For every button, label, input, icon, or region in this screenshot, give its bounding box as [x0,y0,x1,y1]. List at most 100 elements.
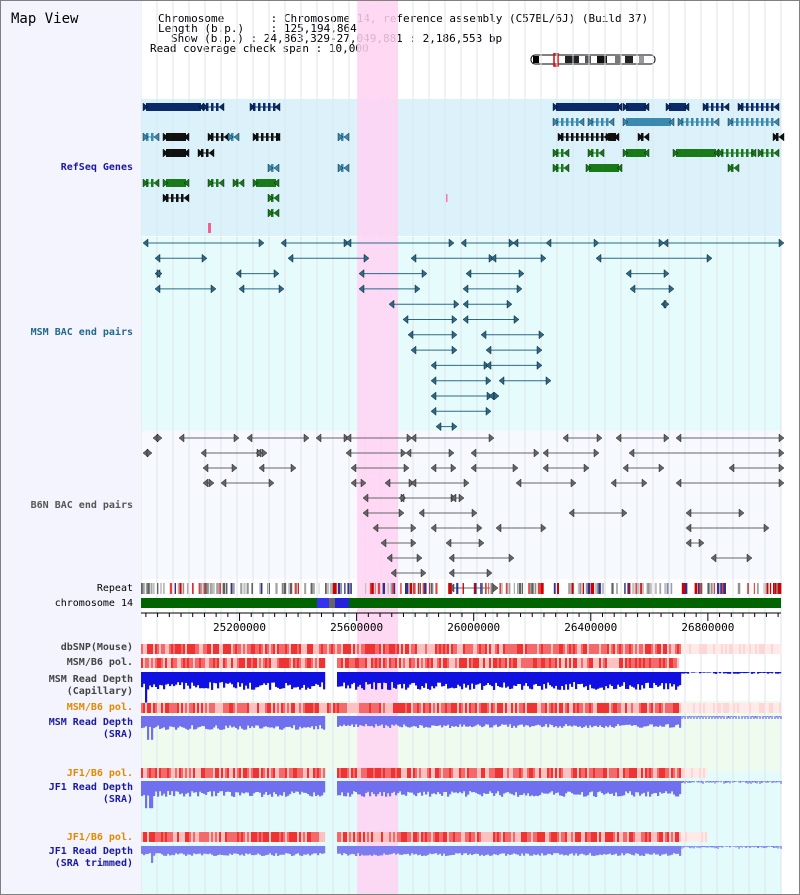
genome-browser-plot[interactable]: 25200000 25600000 26000000 26400000 26800000 [141,1,800,895]
msm-pol2-cell [525,703,528,713]
jf1-pol-cell [441,768,444,778]
msm-pol2-cell [233,703,236,713]
dbsnp-cell [695,644,698,654]
msm-depth-sra-bar [433,716,436,726]
track-label-msm-depth-sra[interactable]: MSM Read Depth [48,717,133,728]
jf1-depth-sra-bar [417,781,420,794]
jf1-pol-cell [485,768,488,778]
msm-depth-sra-bar [671,716,674,728]
msm-pol2-cell [533,703,536,713]
track-label-jf1-pol-2[interactable]: JF1/B6 pol. [66,832,133,843]
jf1-pol2-cell [585,832,588,842]
msm-depth-sra-bar [744,716,746,719]
msm-pol2-cell [247,703,250,713]
jf1-depth-sra-bar [409,781,412,793]
jf1-pol-cell [163,768,166,778]
chromosome-ideogram[interactable] [529,53,659,67]
dbsnp-cell [529,644,532,654]
dbsnp-cell [277,644,280,654]
gene-arrow [552,148,559,158]
track-label-msm-b6-pol-1[interactable]: MSM/B6 pol. [66,657,133,668]
msm-depth-capillary-bar [779,672,782,674]
repeat-element [432,583,434,594]
jf1-depth-trim-bar [619,846,622,856]
jf1-depth-sra-bar [441,781,444,796]
msm-pol-cell [645,658,648,668]
jf1-depth-sra-bar [675,781,678,797]
msm-pol-cell [559,658,562,668]
jf1-depth-trim-bar [233,846,236,854]
jf1-depth-sra-bar [509,781,512,794]
jf1-depth-trim-bar [393,846,396,854]
jf1-pol-cell [427,768,430,778]
jf1-depth-sra-bar [547,781,550,794]
msm-depth-capillary-bar [315,672,318,684]
jf1-depth-trim-bar [505,846,508,856]
dbsnp-cell [607,644,610,654]
msm-depth-capillary-bar [501,672,504,688]
repeat-element [585,583,587,594]
jf1-depth-trim-bar [477,846,480,854]
track-label-refseq[interactable]: RefSeq Genes [60,162,133,173]
jf1-pol-cell [549,768,552,778]
repeat-element [485,583,487,594]
bac-end-left [235,269,242,279]
jf1-pol-cell [271,768,274,778]
jf1-pol2-cell [705,832,708,842]
gene-arrow [772,132,779,142]
msm-pol2-cell [391,703,394,713]
jf1-depth-sra-bar [597,781,600,793]
gene-exon [596,133,599,141]
msm-depth-sra-bar [165,716,168,730]
track-label-jf1-depth-sra[interactable]: JF1 Read Depth [48,782,133,793]
bac-end-right [406,433,413,443]
gene-exon [626,103,646,111]
repeat-element [281,583,283,594]
track-label-repeat[interactable]: Repeat [96,583,133,594]
msm-pol2-cell [561,703,564,713]
dbsnp-cell [481,644,484,654]
jf1-depth-trim-bar [383,846,386,854]
jf1-pol-cell [449,768,452,778]
jf1-depth-sra-bar [459,781,462,792]
dbsnp-cell [409,644,412,654]
bac-end-left [625,269,632,279]
track-label-msm-b6-pol-2[interactable]: MSM/B6 pol. [66,702,133,713]
msm-pol-cell [469,658,472,668]
track-label-b6n-bac[interactable]: B6N BAC end pairs [30,500,133,511]
jf1-depth-sra-bar [493,781,496,796]
track-label-jf1-pol-1[interactable]: JF1/B6 pol. [66,768,133,779]
gene-exon [761,118,764,126]
msm-pol2-cell [259,703,262,713]
track-label-msm-bac[interactable]: MSM BAC end pairs [30,327,133,338]
msm-depth-capillary-bar [629,672,632,686]
track-label-chromosome[interactable]: chromosome 14 [54,598,133,609]
jf1-pol-cell [613,768,616,778]
jf1-depth-sra-bar [201,781,204,793]
msm-pol2-cell [683,703,686,713]
repeat-element [541,583,544,594]
jf1-depth-trim-bar [201,846,204,856]
dbsnp-cell [639,644,642,654]
track-label-msm-depth-capillary[interactable]: MSM Read Depth [48,674,133,685]
dbsnp-cell [439,644,442,654]
track-label-jf1-depth-trimmed[interactable]: JF1 Read Depth [48,846,133,857]
repeat-element [374,583,377,594]
repeat-element [505,583,509,594]
repeat-element [198,583,201,594]
track-label-dbsnp[interactable]: dbSNP(Mouse) [60,642,133,653]
jf1-depth-sra-bar [549,781,552,793]
msm-depth-capillary-bar [765,672,768,673]
msm-depth-capillary-bar [591,672,594,689]
jf1-depth-sra-bar [245,781,248,793]
dbsnp-cell [315,644,318,654]
dbsnp-cell [199,644,202,654]
msm-depth-sra-bar [621,716,624,726]
gene-arrow [552,117,559,127]
jf1-depth-sra-bar [377,781,380,795]
jf1-depth-sra-bar [375,781,378,797]
msm-pol2-cell [433,703,436,713]
gene-exon [746,149,749,157]
msm-depth-capillary-bar [299,672,302,690]
msm-depth-capillary-bar [435,672,438,687]
